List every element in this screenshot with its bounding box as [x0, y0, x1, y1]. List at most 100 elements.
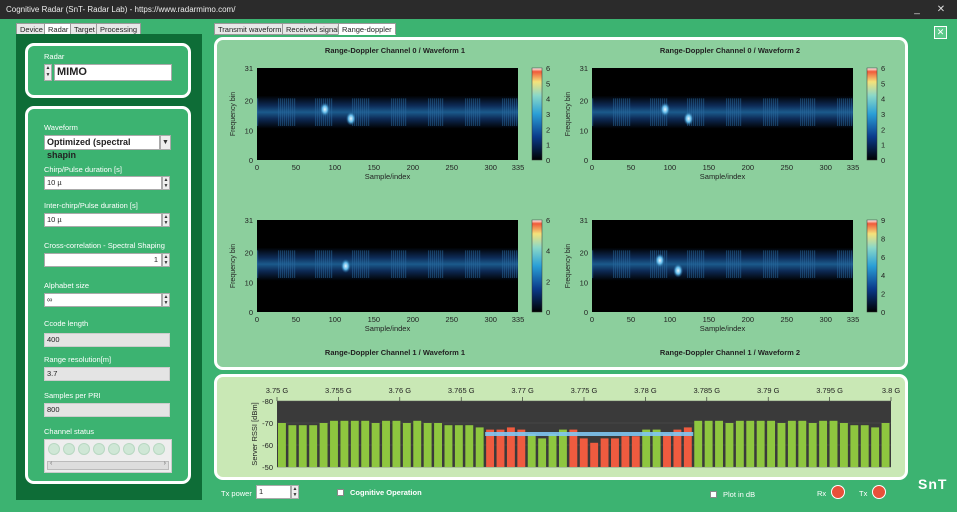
heatmap-stripe	[808, 250, 810, 278]
cognitive-checkbox[interactable]	[337, 489, 344, 496]
heatmap-stripe	[775, 98, 777, 126]
heatmap-stripe	[740, 98, 742, 126]
chevron-right-icon[interactable]: ›	[163, 460, 166, 467]
heatmap-stripe	[430, 250, 432, 278]
heatmap-stripe	[802, 98, 804, 126]
plot-title-ch1-wf2: Range-Doppler Channel 1 / Waveform 2	[659, 348, 801, 357]
heatmap-stripe	[473, 98, 475, 126]
xcorr-spinner[interactable]: ▲ ▼	[162, 253, 170, 267]
waveform-select[interactable]: Optimized (spectral shapin	[44, 135, 160, 160]
heatmap-stripe	[327, 250, 329, 278]
tab-received-signal[interactable]: Received signal	[282, 23, 343, 35]
chirp-spinner[interactable]: ▲ ▼	[162, 176, 170, 190]
heatmap-stripe	[629, 250, 631, 278]
ccode-field: 400	[44, 333, 170, 347]
close-button[interactable]: ✕	[936, 4, 946, 15]
heatmap-stripe	[623, 98, 625, 126]
rssi-bar	[454, 425, 463, 467]
tab-range-doppler[interactable]: Range-doppler	[338, 23, 396, 35]
colorbar-tick: 6	[881, 64, 885, 73]
heatmap-stripe	[627, 250, 629, 278]
heatmap-stripe	[814, 98, 816, 126]
heatmap-stripe	[837, 98, 839, 126]
heatmap-stripe	[736, 98, 738, 126]
minimize-button[interactable]: _	[914, 4, 920, 15]
radar-spinner[interactable]: ▲ ▼	[44, 64, 52, 81]
heatmap-stripe	[352, 250, 354, 278]
interchirp-field[interactable]: 10 µ	[44, 213, 162, 227]
chevron-left-icon[interactable]: ‹	[50, 460, 53, 467]
colorbar-tick: 4	[546, 95, 550, 104]
y-tick-label: 0	[584, 156, 588, 165]
colorbar-tick: 4	[546, 247, 550, 256]
rssi-bar	[673, 429, 682, 467]
rssi-bar	[579, 438, 588, 467]
heatmap-stripe	[399, 250, 401, 278]
alphabet-spinner[interactable]: ▲ ▼	[162, 293, 170, 307]
tx-power-spinner[interactable]: ▲ ▼	[291, 485, 299, 499]
heatmap-stripe	[804, 250, 806, 278]
x-tick-label: 300	[484, 315, 497, 324]
cognitive-label: Cognitive Operation	[350, 488, 422, 497]
samples-field: 800	[44, 403, 170, 417]
tab-transmit-waveform[interactable]: Transmit waveform	[214, 23, 286, 35]
heatmap-stripe	[292, 250, 294, 278]
radar-field[interactable]: MIMO	[54, 64, 172, 81]
heatmap-stripe	[695, 98, 697, 126]
channel-status-list: ‹ ›	[44, 439, 172, 473]
heatmap-stripe	[432, 98, 434, 126]
rssi-bar	[319, 423, 328, 467]
heatmap-stripe	[469, 250, 471, 278]
heatmap-stripe	[391, 98, 393, 126]
x-tick-label: 150	[703, 163, 716, 172]
plot-in-db-checkbox[interactable]	[710, 491, 717, 498]
x-tick-label: 250	[446, 315, 459, 324]
heatmap-stripe	[650, 98, 652, 126]
heatmap-stripe	[288, 250, 290, 278]
heatmap-stripe	[434, 250, 436, 278]
frequency-tick-label: 3.77 G	[511, 386, 534, 395]
alphabet-field[interactable]: ∞	[44, 293, 162, 307]
rssi-bar	[829, 420, 838, 467]
channel-dot	[78, 443, 90, 455]
chirp-field[interactable]: 10 µ	[44, 176, 162, 190]
x-axis-label: Sample/index	[700, 172, 746, 181]
heatmap-stripe	[617, 250, 619, 278]
target-peak	[654, 253, 665, 268]
rssi-bar	[444, 425, 453, 467]
x-tick-label: 200	[742, 315, 755, 324]
horizontal-scrollbar[interactable]: ‹ ›	[47, 460, 169, 470]
heatmap-stripe	[280, 98, 282, 126]
heatmap-stripe	[738, 98, 740, 126]
y-tick-label: -80	[262, 397, 273, 406]
heatmap-stripe	[323, 250, 325, 278]
heatmap-stripe	[479, 98, 481, 126]
y-axis-label: Frequency bin	[565, 92, 572, 136]
rssi-bar	[506, 427, 515, 467]
colorbar-tick: 2	[881, 290, 885, 299]
heatmap-stripe	[625, 250, 627, 278]
heatmap-stripe	[851, 98, 853, 126]
x-tick-label: 300	[484, 163, 497, 172]
xcorr-field[interactable]: 1	[44, 253, 162, 267]
interchirp-spinner[interactable]: ▲ ▼	[162, 213, 170, 227]
heatmap-stripe	[475, 98, 477, 126]
heatmap-stripe	[763, 250, 765, 278]
frequency-tick-label: 3.765 G	[448, 386, 475, 395]
tx-power-field[interactable]: 1	[256, 485, 291, 499]
x-tick-label: 300	[819, 163, 832, 172]
range-doppler-plots: 0 50 100 150 200 250 300 3353120100Sample/index…	[230, 64, 885, 333]
colorbar-tick: 3	[881, 110, 885, 119]
window-title: Cognitive Radar (SnT- Radar Lab) - https…	[6, 5, 236, 14]
heatmap-stripe	[401, 98, 403, 126]
chevron-down-icon[interactable]: ▼	[160, 135, 171, 150]
signal-band	[592, 95, 853, 129]
panel-close-icon[interactable]: ✕	[934, 26, 947, 39]
colorbar-tick: 0	[881, 308, 885, 317]
rssi-bar	[808, 423, 817, 467]
range-doppler-panel: Range-Doppler Channel 0 / Waveform 1 Ran…	[214, 37, 908, 370]
heatmap-stripe	[364, 250, 366, 278]
y-tick-label: 20	[580, 249, 588, 258]
range-doppler-plot: 0 50 100 150 200 250 300 3353120100Sample/index…	[565, 64, 885, 181]
x-tick-label: 50	[627, 163, 635, 172]
